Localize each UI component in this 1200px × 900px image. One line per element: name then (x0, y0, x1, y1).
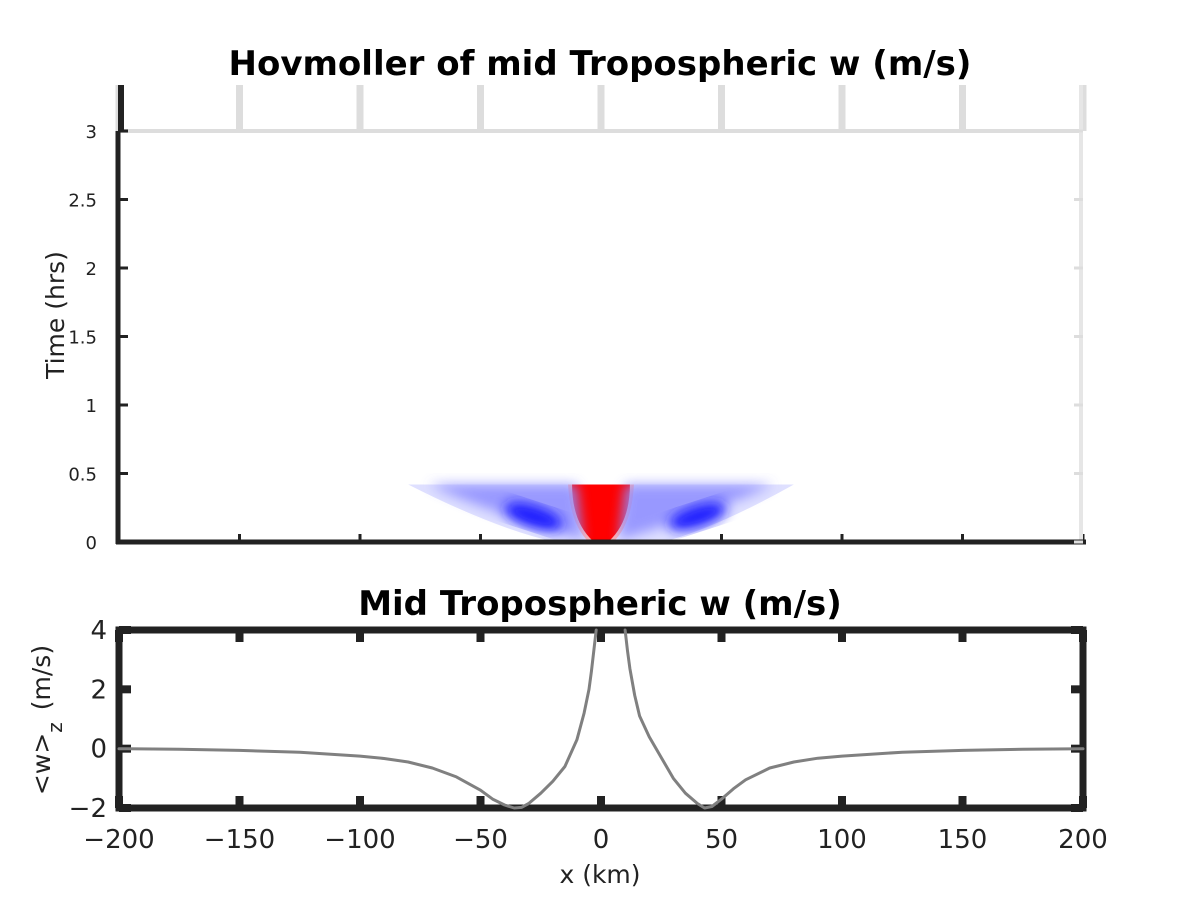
hovmoller-y-tick-label: 1 (86, 396, 97, 417)
line-series-right-branch (623, 628, 1085, 810)
line-x-tick-label: 200 (1058, 825, 1108, 855)
hovmoller-y-ticks: 0 0.5 1 1.5 2 2.5 3 (68, 122, 1083, 554)
hovmoller-panel: Hovmoller of mid Tropospheric w (m/s) 00… (41, 44, 1087, 554)
line-x-tick-label: 100 (817, 825, 867, 855)
line-y-tick-label: −2 (69, 794, 107, 824)
hovmoller-y-tick-label: 3 (86, 122, 97, 143)
hovmoller-title: Hovmoller of mid Tropospheric w (m/s) (229, 44, 972, 84)
positive-core (572, 484, 630, 542)
hovmoller-y-tick-label: 0.5 (68, 465, 97, 486)
line-x-tick-label: −50 (453, 825, 508, 855)
line-y-label-units: (m/s) (27, 645, 56, 710)
hovmoller-y-tick-label: 1.5 (68, 328, 97, 349)
hovmoller-right-subsidence (619, 484, 774, 540)
hovmoller-y-label: Time (hrs) (41, 251, 70, 380)
line-y-tick-label: 2 (90, 675, 107, 705)
line-y-label-main: <w> (27, 733, 56, 795)
hovmoller-top-ticks (115, 85, 1087, 542)
line-x-label: x (km) (559, 860, 640, 889)
hovmoller-y-tick-label: 2.5 (68, 191, 97, 212)
line-x-tick-label: 50 (705, 825, 738, 855)
line-title: Mid Tropospheric w (m/s) (358, 584, 842, 624)
hovmoller-heatmap (408, 484, 794, 542)
hovmoller-y-tick-label: 0 (86, 533, 97, 554)
line-x-tick-label: 150 (938, 825, 988, 855)
line-series-left-branch (117, 628, 598, 810)
line-y-tick-label: 0 (90, 735, 107, 765)
negative-lobe-mid (428, 484, 583, 540)
line-ticks: −200 −150 −100 −50 0 50 100 150 200 −2 0 2 4 (69, 616, 1108, 855)
hovmoller-left-subsidence (428, 484, 583, 540)
hovmoller-y-tick-label: 2 (86, 259, 97, 280)
svg-text:<w>z(m/s): <w>z (m/s) (27, 645, 67, 795)
line-x-tick-label: 0 (593, 825, 610, 855)
line-panel: Mid Tropospheric w (m/s) −200 −150 −100 −50… (27, 584, 1108, 889)
line-y-label: <w>z (m/s) (27, 645, 67, 795)
line-x-tick-label: −200 (83, 825, 154, 855)
negative-lobe-core (504, 502, 563, 531)
line-axes-box (115, 626, 1087, 812)
line-series (117, 628, 1085, 810)
line-y-label-subscript: z (43, 722, 67, 733)
negative-lobe-core (668, 502, 727, 531)
line-x-tick-label: −100 (324, 825, 395, 855)
line-x-tick-label: −150 (204, 825, 275, 855)
line-y-tick-label: 4 (90, 616, 107, 646)
